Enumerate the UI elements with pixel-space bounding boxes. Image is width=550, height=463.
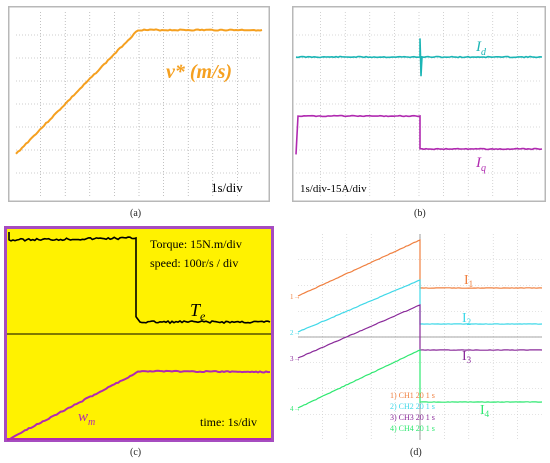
panel-b-id-label: Id — [475, 39, 487, 58]
panel-d-channel-list: 1) CH1 20 1 s 2) CH2 20 1 s 3) CH3 20 1 s 4… — [390, 391, 435, 433]
panel-d-marker-ch4: 4→ — [290, 405, 301, 413]
panel-d-labels: I1 I2 I3 I4 — [462, 273, 490, 419]
panel-c-speed-scale: speed: 100r/s / div — [150, 256, 238, 270]
panel-b-grid — [296, 12, 542, 196]
panel-b-chart: Id Iq 1s/div-15A/div — [292, 6, 546, 202]
panel-c-torque-scale: Torque: 15N.m/div — [150, 237, 242, 251]
panel-d-marker-ch1: 1→ — [290, 293, 301, 301]
panel-d-label-i4: I4 — [480, 403, 490, 419]
panel-d-trace-ch4 — [297, 349, 543, 409]
panel-d-trace-ch3 — [297, 304, 543, 359]
panel-d-trace-ch2 — [297, 279, 543, 333]
panel-c-wm-label: wm — [78, 409, 95, 428]
panel-c-chart: Torque: 15N.m/div speed: 100r/s / div Te… — [4, 226, 274, 442]
panel-a-grid — [16, 12, 262, 196]
panel-a-speed-trace — [15, 28, 263, 155]
panel-d-label-i1: I1 — [464, 273, 473, 289]
panel-c-time-scale: time: 1s/div — [200, 415, 257, 429]
caption-c: (c) — [130, 447, 142, 458]
panel-d-channel-ch3: 3) CH3 20 1 s — [390, 413, 435, 422]
panel-d-marker-ch3: 3→ — [290, 355, 301, 363]
caption-d: (d) — [410, 447, 422, 458]
panel-d-chart: I1 I2 I3 I4 1→ 2→ 3→ 4→ 1) CH1 20 1 s 2) CH2 20… — [290, 230, 546, 444]
panel-d-traces — [297, 239, 543, 409]
panel-d-channel-ch1: 1) CH1 20 1 s — [390, 391, 435, 400]
caption-b: (b) — [414, 208, 426, 219]
panel-a-speed-label: v* (m/s) — [166, 61, 232, 83]
panel-d-channel-ch2: 2) CH2 20 1 s — [390, 402, 435, 411]
panel-c-torque-trace — [8, 232, 271, 325]
panel-d-channel-markers: 1→ 2→ 3→ 4→ — [290, 293, 301, 413]
panel-d-marker-ch2: 2→ — [290, 329, 301, 337]
panel-b-iq-label: Iq — [475, 155, 486, 174]
panel-d-channel-ch4: 4) CH4 20 1 s — [390, 424, 435, 433]
panel-c-speed-trace — [6, 369, 271, 441]
caption-a: (a) — [130, 208, 142, 219]
panel-d-grid — [298, 234, 542, 440]
panel-c-te-label: Te — [190, 300, 206, 323]
panel-b-id-trace — [295, 38, 543, 77]
panel-a-time-scale: 1s/div — [211, 180, 243, 195]
panel-d-trace-ch1 — [297, 239, 543, 297]
panel-a-chart: v* (m/s) 1s/div — [8, 6, 270, 202]
panel-d-label-i2: I2 — [462, 311, 471, 327]
panel-b-scale: 1s/div-15A/div — [300, 183, 367, 195]
panel-d-label-i3: I3 — [462, 349, 472, 365]
panel-b-iq-trace — [295, 114, 543, 155]
